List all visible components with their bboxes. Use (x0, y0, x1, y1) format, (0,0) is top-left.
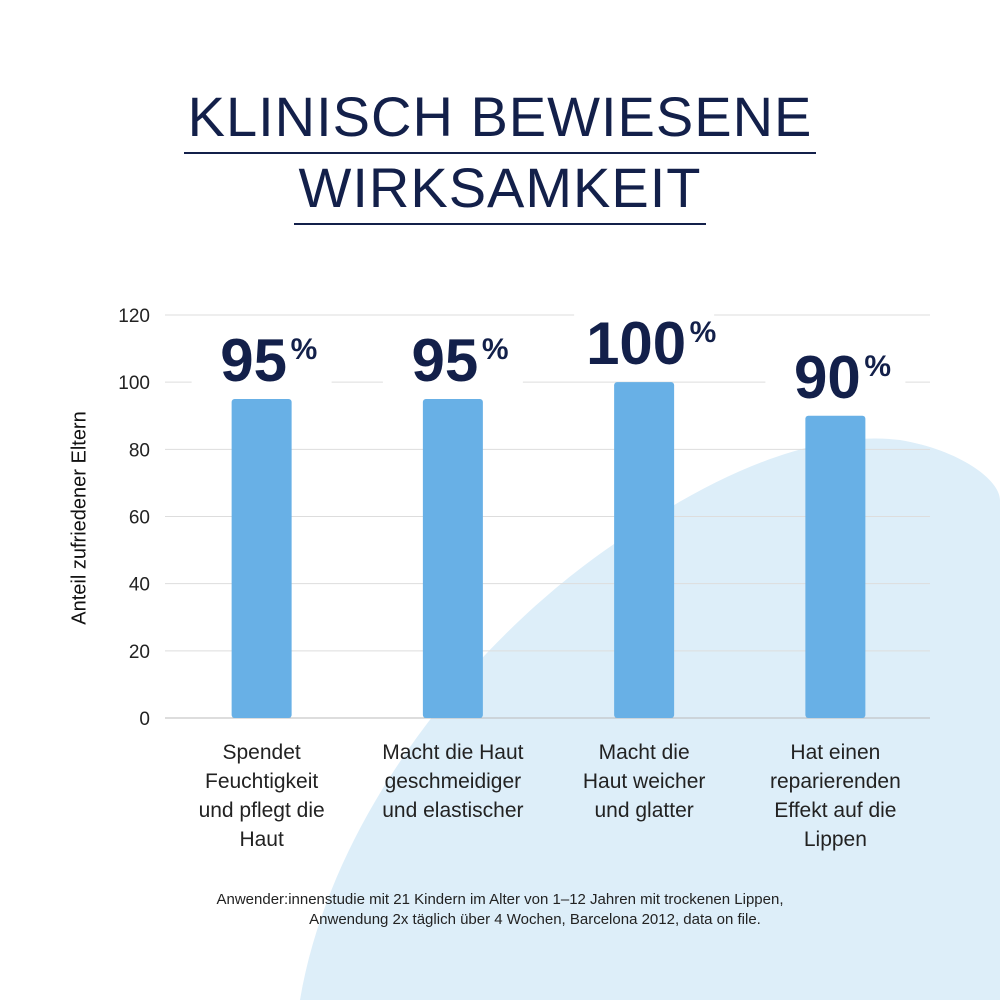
x-tick-label: Macht die Haut weicher und glatter (559, 738, 729, 825)
x-tick-label-line: Haut weicher (582, 770, 706, 793)
data-label-background (765, 337, 906, 410)
title-text-2: WIRKSAMKEIT (294, 156, 706, 225)
x-tick-label-line: und glatter (594, 799, 694, 822)
page-title-line1: KLINISCH BEWIESENE (0, 84, 1000, 154)
bar (805, 415, 866, 718)
x-tick-label-line: Macht die Haut (382, 741, 524, 764)
data-label: 95 (412, 327, 479, 394)
y-axis-label: Anteil zufriedener Eltern (68, 411, 91, 625)
x-tick-label: Spendet Feuchtigkeit und pflegt die Haut (177, 738, 347, 854)
x-tick-label-line: Hat einen (790, 741, 881, 764)
data-label-unit: % (482, 333, 509, 366)
x-tick-label: Macht die Haut geschmeidiger und elastisch… (368, 738, 538, 825)
y-tick-label: 100 (118, 373, 150, 394)
bar (614, 382, 675, 718)
page-title-line2: WIRKSAMKEIT (0, 155, 1000, 225)
y-tick-label: 120 (118, 306, 150, 327)
x-tick-label-line: Spendet (222, 741, 301, 764)
y-tick-label: 60 (129, 508, 150, 529)
x-tick-label-line: Lippen (803, 828, 867, 851)
title-text-1: KLINISCH BEWIESENE (183, 85, 817, 154)
bar (422, 398, 483, 718)
data-label-background (574, 304, 715, 377)
footnote-line-1: Anwender:innenstudie mit 21 Kindern im A… (216, 891, 784, 908)
x-tick-label-line: Macht die (598, 741, 690, 764)
data-label: 90 (794, 344, 861, 411)
x-tick-label-line: Haut (239, 828, 284, 851)
data-label: 95 (220, 327, 287, 394)
data-label-unit: % (690, 316, 717, 349)
x-tick-label-line: und pflegt die (198, 799, 325, 822)
footnote: Anwender:innenstudie mit 21 Kindern im A… (0, 890, 1000, 930)
data-label-unit: % (864, 350, 891, 383)
y-tick-label: 80 (129, 440, 150, 461)
x-tick-label-line: Feuchtigkeit (205, 770, 319, 793)
data-label-background (191, 320, 332, 393)
x-tick-label-line: geschmeidiger (384, 770, 522, 793)
x-tick-label-line: reparierenden (769, 770, 901, 793)
x-tick-label: Hat einen reparierenden Effekt auf die Lipp… (750, 738, 920, 854)
data-label-background (382, 320, 523, 393)
bar (231, 398, 292, 718)
x-tick-label-line: und elastischer (382, 799, 524, 822)
data-label-unit: % (291, 333, 318, 366)
x-tick-label-line: Effekt auf die (774, 799, 897, 822)
y-tick-label: 40 (129, 575, 150, 596)
footnote-line-2: Anwendung 2x täglich über 4 Wochen, Barc… (309, 911, 761, 928)
y-tick-label: 0 (139, 709, 150, 730)
y-tick-label: 20 (129, 642, 150, 663)
data-label: 100 (586, 310, 686, 377)
